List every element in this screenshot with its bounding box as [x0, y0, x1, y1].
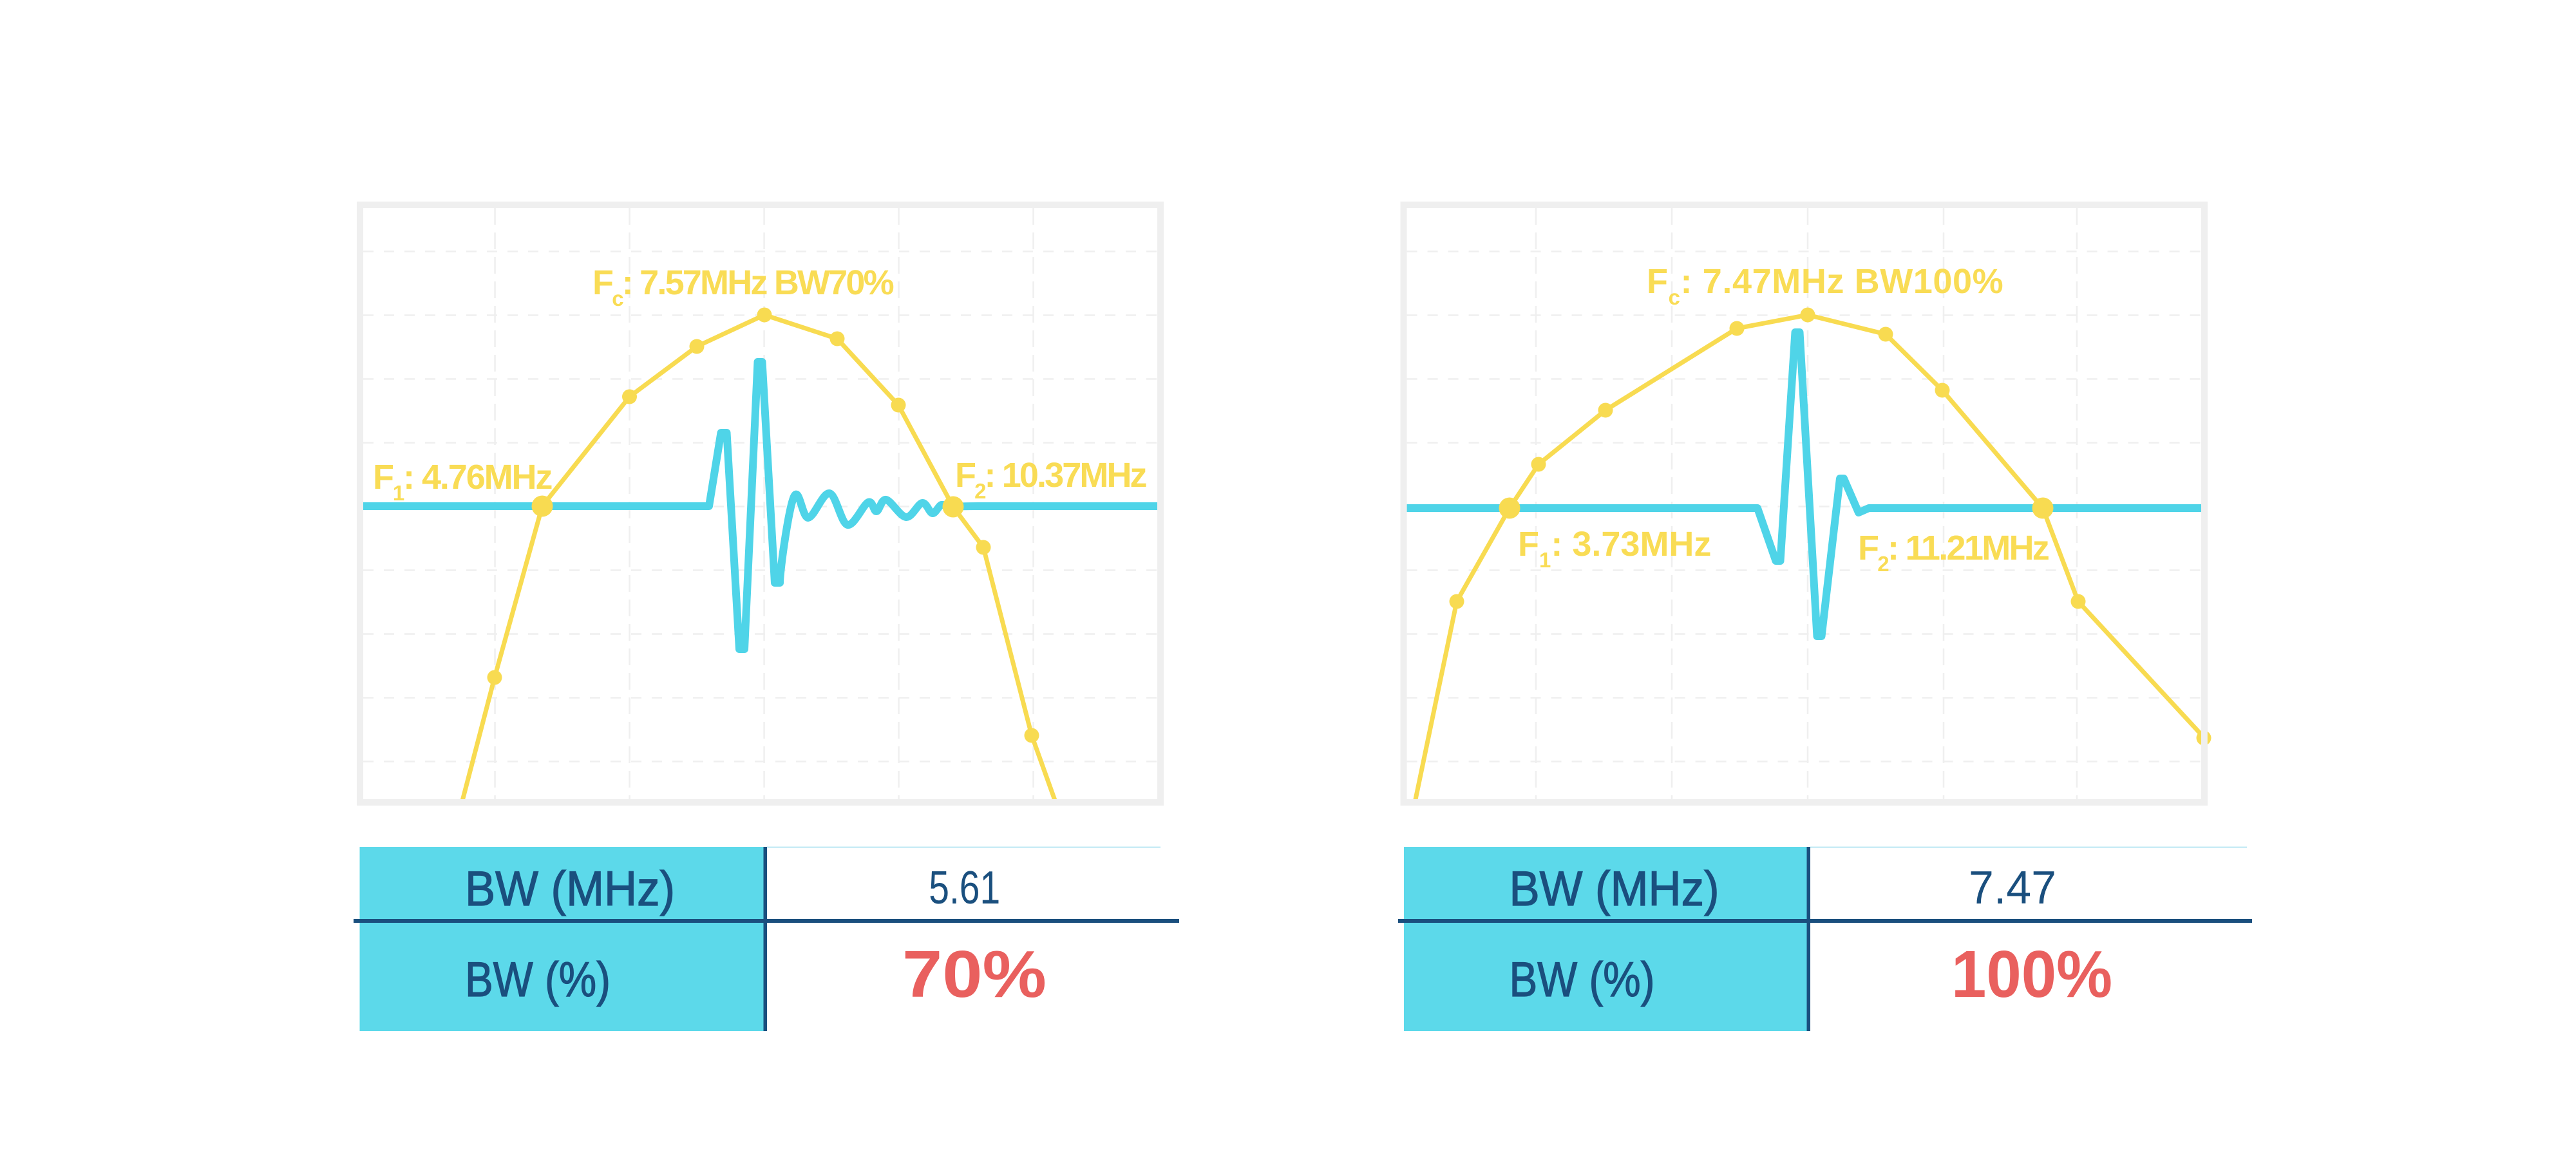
- svg-text:70%: 70%: [902, 937, 1046, 1011]
- svg-text:F2: 10.37MHz: F2: 10.37MHz: [955, 456, 1147, 503]
- svg-text:F1: 3.73MHz: F1: 3.73MHz: [1518, 525, 1711, 572]
- svg-text:BW (MHz): BW (MHz): [1510, 862, 1719, 916]
- svg-text:100%: 100%: [1951, 937, 2112, 1011]
- svg-text:BW (%): BW (%): [1510, 952, 1655, 1007]
- svg-text:7.47: 7.47: [1969, 862, 2056, 914]
- svg-text:F2: 11.21MHz: F2: 11.21MHz: [1858, 529, 2049, 576]
- svg-text:Fc: 7.47MHz BW100%: Fc: 7.47MHz BW100%: [1647, 262, 2003, 309]
- svg-text:BW (%): BW (%): [465, 952, 611, 1007]
- svg-text:F1: 4.76MHz: F1: 4.76MHz: [373, 458, 552, 505]
- svg-text:5.61: 5.61: [929, 862, 1000, 914]
- svg-text:BW (MHz): BW (MHz): [465, 862, 675, 916]
